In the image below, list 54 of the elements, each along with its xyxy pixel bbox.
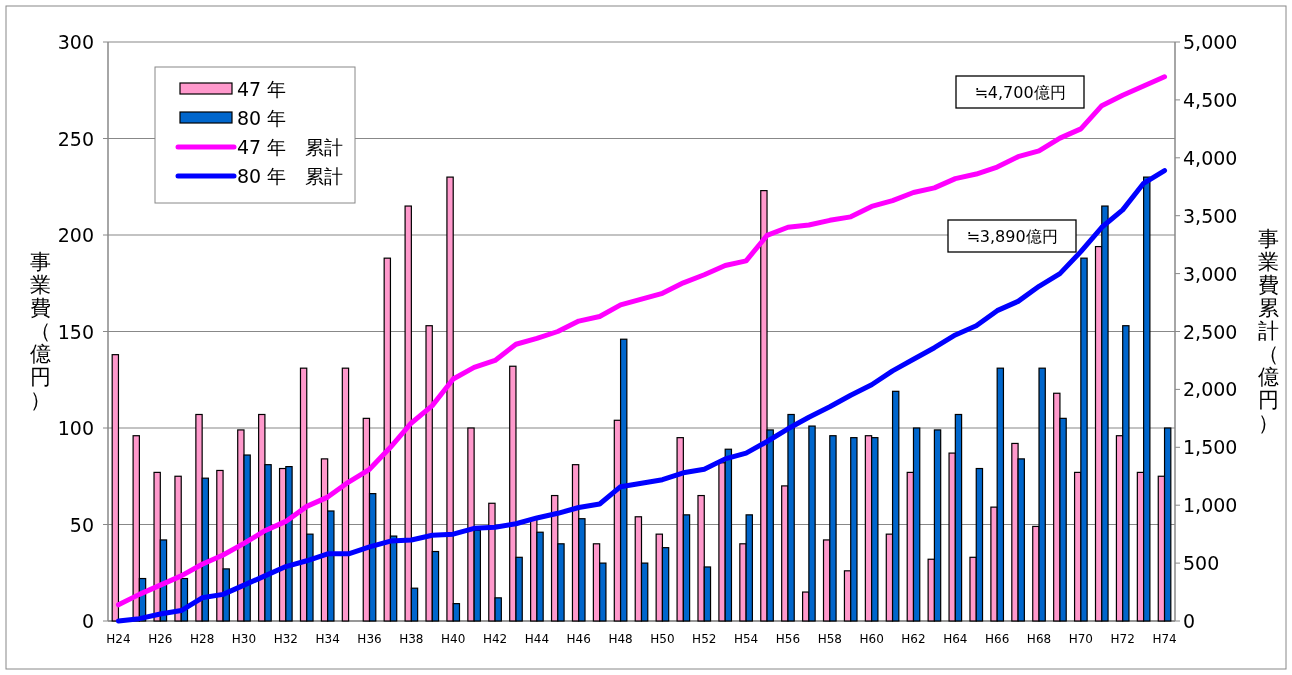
x-tick-label: H72 <box>1110 632 1135 646</box>
x-tick-label: H46 <box>566 632 591 646</box>
x-tick-label: H32 <box>273 632 298 646</box>
x-tick-label: H34 <box>315 632 340 646</box>
y2-tick-label: 2,500 <box>1183 320 1238 343</box>
y-tick-label: 100 <box>57 417 94 439</box>
y2-tick-label: 4,000 <box>1183 146 1238 169</box>
x-tick-label: H28 <box>190 632 215 646</box>
x-tick-label: H56 <box>775 632 801 646</box>
x-tick-label: H54 <box>733 632 759 646</box>
y2-tick-label: 1,000 <box>1183 494 1238 517</box>
legend-label: 80 年 累計 <box>237 165 344 187</box>
y-tick-label: 50 <box>69 513 94 536</box>
legend-label: 47 年 累計 <box>237 136 344 158</box>
y2-tick-label: 2,000 <box>1183 378 1238 401</box>
y-tick-label: 0 <box>81 610 94 632</box>
annotation: ≒3,890億円 <box>966 227 1058 246</box>
x-tick-label: H62 <box>901 632 926 646</box>
legend-label: 80 年 <box>237 107 287 129</box>
y-axis-title: 事業費（億円） <box>29 250 51 412</box>
x-tick-label: H52 <box>692 632 717 646</box>
x-tick-label: H74 <box>1152 632 1177 646</box>
annotation: ≒4,700億円 <box>974 83 1066 102</box>
y2-tick-label: 500 <box>1183 552 1220 575</box>
x-tick-label: H58 <box>817 632 842 646</box>
x-tick-label: H24 <box>106 632 131 646</box>
y2-tick-label: 3,500 <box>1183 204 1238 227</box>
y-tick-label: 150 <box>57 320 94 343</box>
x-tick-label: H66 <box>985 632 1010 646</box>
x-tick-label: H60 <box>859 632 884 646</box>
y2-tick-label: 5,000 <box>1183 31 1238 53</box>
x-tick-label: H42 <box>482 632 508 646</box>
x-tick-label: H50 <box>650 632 675 646</box>
legend-label: 47 年 <box>237 78 287 100</box>
y2-tick-label: 3,000 <box>1183 262 1238 285</box>
x-tick-label: H40 <box>441 632 466 646</box>
text: 事業費累計（億円） <box>1257 227 1279 435</box>
bar <box>111 354 120 622</box>
x-tick-label: H44 <box>524 632 550 646</box>
x-tick-label: H68 <box>1026 632 1052 646</box>
bar <box>341 367 350 622</box>
y2-tick-label: 0 <box>1183 610 1196 632</box>
y-tick-label: 300 <box>57 31 94 53</box>
x-tick-label: H36 <box>357 632 382 646</box>
y-tick-label: 200 <box>57 224 94 246</box>
x-tick-label: H70 <box>1068 632 1093 646</box>
x-tick-label: H38 <box>399 632 424 646</box>
x-tick-label: H30 <box>231 632 257 646</box>
y2-tick-label: 4,500 <box>1183 88 1238 111</box>
x-tick-label: H64 <box>943 632 968 646</box>
y2-tick-label: 1,500 <box>1183 436 1238 459</box>
x-tick-label: H26 <box>148 632 173 646</box>
x-tick-label: H48 <box>608 632 633 646</box>
y-tick-label: 250 <box>57 127 94 150</box>
